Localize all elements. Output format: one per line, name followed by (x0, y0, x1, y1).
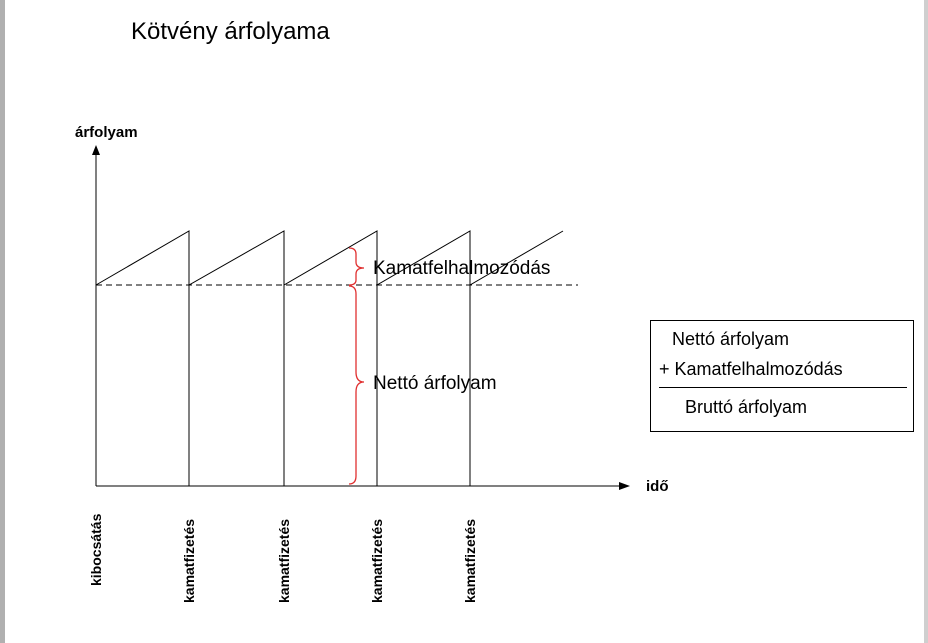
slide-right-border (924, 0, 928, 643)
event-label-coupon-3: kamatfizetés (369, 519, 385, 603)
event-label-issue: kibocsátás (88, 513, 104, 586)
formula-divider (659, 387, 907, 388)
formula-accrual: + Kamatfelhalmozódás (659, 359, 843, 379)
event-label-coupon-4: kamatfizetés (462, 519, 478, 603)
slide-left-border (0, 0, 5, 643)
y-axis-label: árfolyam (75, 124, 138, 141)
y-axis-arrow (92, 145, 100, 155)
accrual-label: Kamatfelhalmozódás (373, 258, 550, 279)
diagram-title: Kötvény árfolyama (131, 18, 330, 45)
gross-price-sawtooth (95, 230, 564, 286)
x-axis-arrow (619, 482, 630, 490)
net-price-label: Nettó árfolyam (373, 373, 497, 394)
event-label-coupon-2: kamatfizetés (276, 519, 292, 603)
formula-gross-price: Bruttó árfolyam (685, 397, 808, 417)
event-label-coupon-1: kamatfizetés (181, 519, 197, 603)
x-axis-label: idő (646, 478, 669, 495)
accrual-brace (348, 247, 365, 286)
formula-box: Nettó árfolyam + Kamatfelhalmozódás Brut… (650, 320, 914, 432)
formula-net-price: Nettó árfolyam (672, 329, 790, 349)
net-price-brace (348, 285, 365, 485)
